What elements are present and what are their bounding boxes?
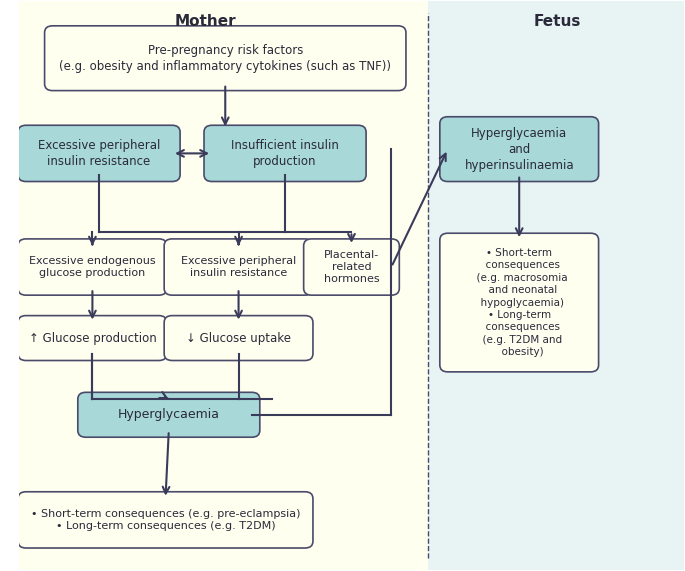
- FancyBboxPatch shape: [18, 125, 180, 182]
- FancyBboxPatch shape: [164, 239, 313, 295]
- Text: • Short-term consequences (e.g. pre-eclampsia)
• Long-term consequences (e.g. T2: • Short-term consequences (e.g. pre-ecla…: [31, 509, 300, 531]
- FancyBboxPatch shape: [78, 392, 260, 437]
- FancyBboxPatch shape: [18, 316, 167, 360]
- Text: Hyperglycaemia: Hyperglycaemia: [118, 408, 220, 421]
- FancyBboxPatch shape: [303, 239, 399, 295]
- FancyBboxPatch shape: [440, 233, 599, 372]
- FancyBboxPatch shape: [19, 1, 428, 570]
- FancyBboxPatch shape: [428, 1, 684, 570]
- Text: Placental-
related
hormones: Placental- related hormones: [324, 250, 379, 284]
- Text: Fetus: Fetus: [534, 14, 581, 29]
- Text: Pre-pregnancy risk factors
(e.g. obesity and inflammatory cytokines (such as TNF: Pre-pregnancy risk factors (e.g. obesity…: [60, 44, 391, 73]
- Text: Excessive endogenous
glucose production: Excessive endogenous glucose production: [29, 256, 155, 278]
- Text: Insufficient insulin
production: Insufficient insulin production: [231, 139, 339, 168]
- FancyBboxPatch shape: [204, 125, 366, 182]
- Text: • Short-term
  consequences
  (e.g. macrosomia
  and neonatal
  hypoglycaemia)
•: • Short-term consequences (e.g. macrosom…: [471, 248, 568, 357]
- Text: ↓ Glucose uptake: ↓ Glucose uptake: [186, 332, 291, 344]
- FancyBboxPatch shape: [164, 316, 313, 360]
- Text: Excessive peripheral
insulin resistance: Excessive peripheral insulin resistance: [38, 139, 160, 168]
- Text: Excessive peripheral
insulin resistance: Excessive peripheral insulin resistance: [181, 256, 296, 278]
- FancyBboxPatch shape: [18, 239, 167, 295]
- Text: Mother: Mother: [175, 14, 236, 29]
- Text: Hyperglycaemia
and
hyperinsulinaemia: Hyperglycaemia and hyperinsulinaemia: [464, 127, 574, 172]
- FancyBboxPatch shape: [45, 26, 406, 91]
- Text: ↑ Glucose production: ↑ Glucose production: [29, 332, 156, 344]
- FancyBboxPatch shape: [440, 116, 599, 182]
- FancyBboxPatch shape: [18, 492, 313, 548]
